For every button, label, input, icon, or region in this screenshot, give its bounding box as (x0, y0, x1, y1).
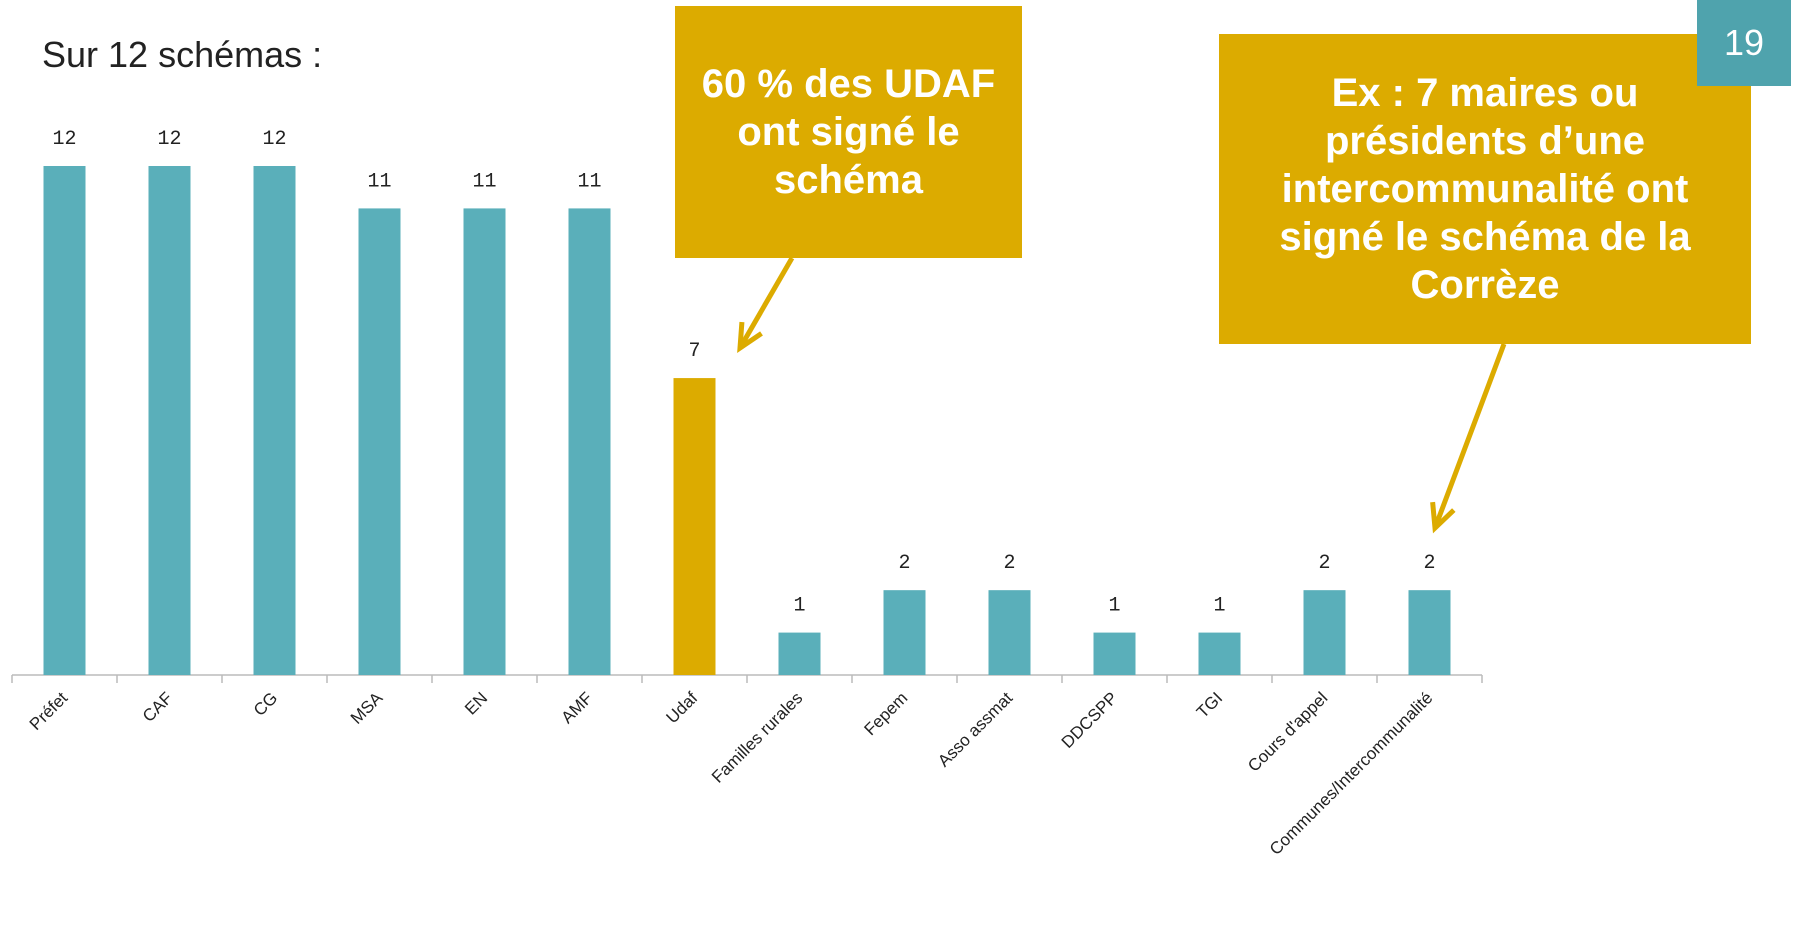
data-label: 2 (1318, 552, 1330, 575)
arrow (1432, 343, 1507, 529)
x-tick-label: Asso assmat (934, 688, 1016, 770)
arrow-head (737, 321, 763, 353)
bar (1198, 632, 1241, 675)
bar (1303, 590, 1346, 675)
data-label: 11 (472, 170, 496, 193)
x-tick-label: TGI (1193, 688, 1226, 721)
x-tick-label: Fepem (860, 688, 911, 739)
bar (148, 166, 191, 675)
bar (568, 208, 611, 675)
x-tick-label: Cours d'appel (1244, 688, 1331, 775)
bar (463, 208, 506, 675)
bar (883, 590, 926, 675)
bar (1408, 590, 1451, 675)
x-tick-label: CAF (139, 688, 176, 725)
x-tick-label: Familles rurales (708, 688, 806, 786)
bar (358, 208, 401, 675)
bar (778, 632, 821, 675)
data-label: 11 (577, 170, 601, 193)
data-label: 2 (1423, 552, 1435, 575)
data-label: 1 (793, 595, 805, 618)
annotation: Ex : 7 maires ou présidents d’une interc… (1219, 34, 1751, 344)
x-tick-label: Préfet (26, 688, 72, 734)
x-tick-label: DDCSPP (1058, 688, 1122, 752)
x-tick-label: AMF (558, 688, 597, 727)
data-label: 2 (1003, 552, 1015, 575)
arrow-head (1430, 501, 1456, 534)
data-label: 2 (898, 552, 910, 575)
annotation: 60 % des UDAF ont signé le schéma (675, 6, 1022, 258)
x-tick-label: CG (250, 688, 281, 719)
x-tick-label: MSA (347, 688, 387, 728)
x-tick-label: EN (461, 688, 491, 718)
data-label: 12 (157, 128, 181, 151)
chart-title: Sur 12 schémas : (42, 34, 323, 75)
data-label: 1 (1108, 595, 1120, 618)
data-label: 7 (688, 340, 700, 363)
bar (1093, 632, 1136, 675)
arrow (737, 256, 795, 350)
page-number: 19 (1697, 0, 1791, 86)
bar (253, 166, 296, 675)
data-label: 12 (262, 128, 286, 151)
bar (43, 166, 86, 675)
data-label: 12 (52, 128, 76, 151)
data-label: 1 (1213, 595, 1225, 618)
data-label: 11 (367, 170, 391, 193)
bar (673, 378, 716, 675)
x-tick-label: Udaf (662, 688, 701, 727)
bar (988, 590, 1031, 675)
